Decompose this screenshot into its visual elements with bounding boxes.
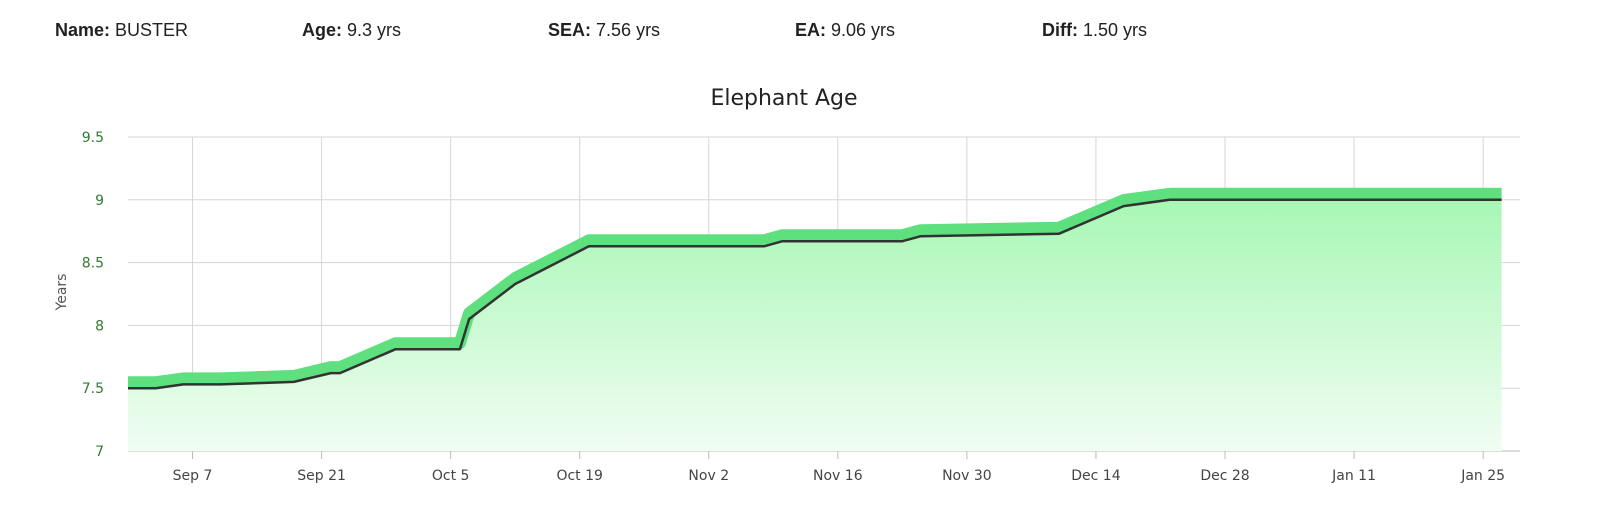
ea-field: EA: 9.06 yrs <box>795 20 895 41</box>
y-tick-label: 9 <box>95 193 104 209</box>
y-tick-label: 7.5 <box>82 381 104 397</box>
series-line <box>128 198 1502 390</box>
name-field: Name: BUSTER <box>55 20 188 41</box>
x-tick-label: Nov 16 <box>813 468 863 484</box>
sea-label: SEA: <box>548 20 592 40</box>
x-tick-label: Oct 5 <box>432 468 470 484</box>
age-field: Age: 9.3 yrs <box>302 20 401 41</box>
y-tick-label: 7 <box>95 444 104 460</box>
y-tick-label: 8.5 <box>82 256 104 272</box>
x-tick-label: Dec 14 <box>1071 468 1120 484</box>
name-label: Name: <box>55 20 111 40</box>
y-tick-label: 9.5 <box>82 130 104 146</box>
x-tick-label: Jan 11 <box>1331 468 1376 484</box>
name-value: BUSTER <box>115 20 189 40</box>
sea-field: SEA: 7.56 yrs <box>548 20 660 41</box>
y-axis: 7 7.5 8 8.5 9 9.5 <box>82 130 104 460</box>
sea-value: 7.56 yrs <box>596 20 661 40</box>
x-tick-label: Oct 19 <box>556 468 602 484</box>
ea-value: 9.06 yrs <box>831 20 896 40</box>
age-value: 9.3 yrs <box>347 20 402 40</box>
x-tick-label: Jan 25 <box>1460 468 1505 484</box>
x-tick-label: Nov 30 <box>942 468 992 484</box>
chart-title: Elephant Age <box>710 86 857 111</box>
x-axis: Sep 7 Sep 21 Oct 5 Oct 19 Nov 2 Nov 16 Nov 30 D… <box>173 468 1505 484</box>
series-area <box>128 199 1502 451</box>
info-row: Name: BUSTER Age: 9.3 yrs SEA: 7.56 yrs … <box>0 20 1600 50</box>
x-tick-label: Sep 7 <box>173 468 213 484</box>
elephant-age-chart: Elephant Age 7 7.5 8 8.5 9 9.5 Sep 7 Sep 21 Oct… <box>54 86 1520 484</box>
diff-field: Diff: 1.50 yrs <box>1042 20 1147 41</box>
diff-label: Diff: <box>1042 20 1078 40</box>
y-tick-label: 8 <box>95 318 104 334</box>
age-label: Age: <box>302 20 342 40</box>
x-tick-label: Sep 21 <box>297 468 346 484</box>
y-axis-title: Years <box>54 274 70 312</box>
diff-value: 1.50 yrs <box>1083 20 1148 40</box>
ea-label: EA: <box>795 20 826 40</box>
x-tick-label: Nov 2 <box>688 468 729 484</box>
series-band <box>128 187 1502 389</box>
x-tick-label: Dec 28 <box>1200 468 1249 484</box>
